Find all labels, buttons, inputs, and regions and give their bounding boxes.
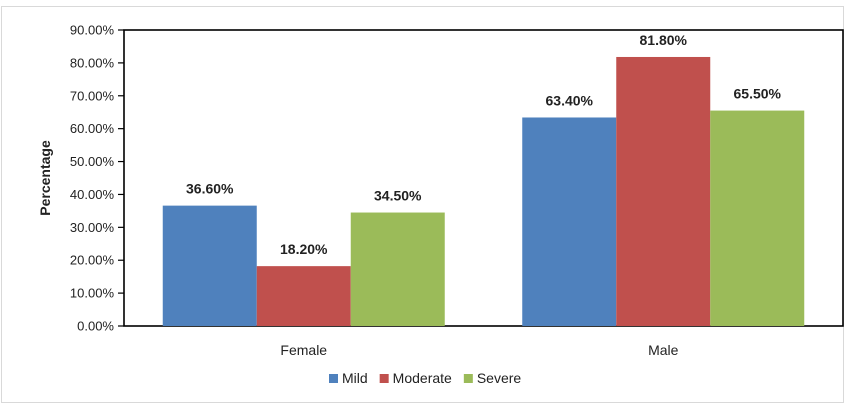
data-label: 34.50% <box>374 188 422 204</box>
bar-severe-male <box>710 110 805 326</box>
data-label: 18.20% <box>280 241 328 257</box>
y-tick-label: 30.00% <box>70 220 115 235</box>
data-label: 65.50% <box>734 86 782 102</box>
x-tick-label: Female <box>280 342 327 358</box>
x-tick-label: Male <box>648 342 679 358</box>
bar-mild-male <box>522 117 617 327</box>
y-tick-label: 60.00% <box>70 121 115 136</box>
y-tick-label: 90.00% <box>70 23 115 38</box>
data-label: 63.40% <box>546 92 594 108</box>
legend-swatch-mild <box>329 374 338 383</box>
legend-label-mild: Mild <box>342 370 368 386</box>
legend: Mild Moderate Severe <box>329 370 521 386</box>
y-tick-label: 0.00% <box>77 319 114 334</box>
y-axis-title: Percentage <box>37 140 53 216</box>
data-label: 36.60% <box>186 181 234 197</box>
bar-severe-female <box>350 212 445 326</box>
y-tick-label: 10.00% <box>70 286 115 301</box>
bar-mild-female <box>162 205 257 326</box>
bar-moderate-male <box>616 56 711 327</box>
plot-area-border <box>123 29 844 327</box>
legend-swatch-severe <box>463 374 473 383</box>
y-tick-label: 40.00% <box>70 187 115 202</box>
bar-moderate-female <box>256 266 351 326</box>
y-tick-label: 20.00% <box>70 253 115 268</box>
y-tick-label: 70.00% <box>70 88 115 103</box>
legend-label-moderate: Moderate <box>393 370 452 386</box>
y-tick-label: 80.00% <box>70 55 115 70</box>
legend-swatch-moderate <box>379 374 389 383</box>
legend-label-severe: Severe <box>477 370 522 386</box>
y-tick-label: 50.00% <box>70 154 115 169</box>
data-label: 81.80% <box>640 32 688 48</box>
